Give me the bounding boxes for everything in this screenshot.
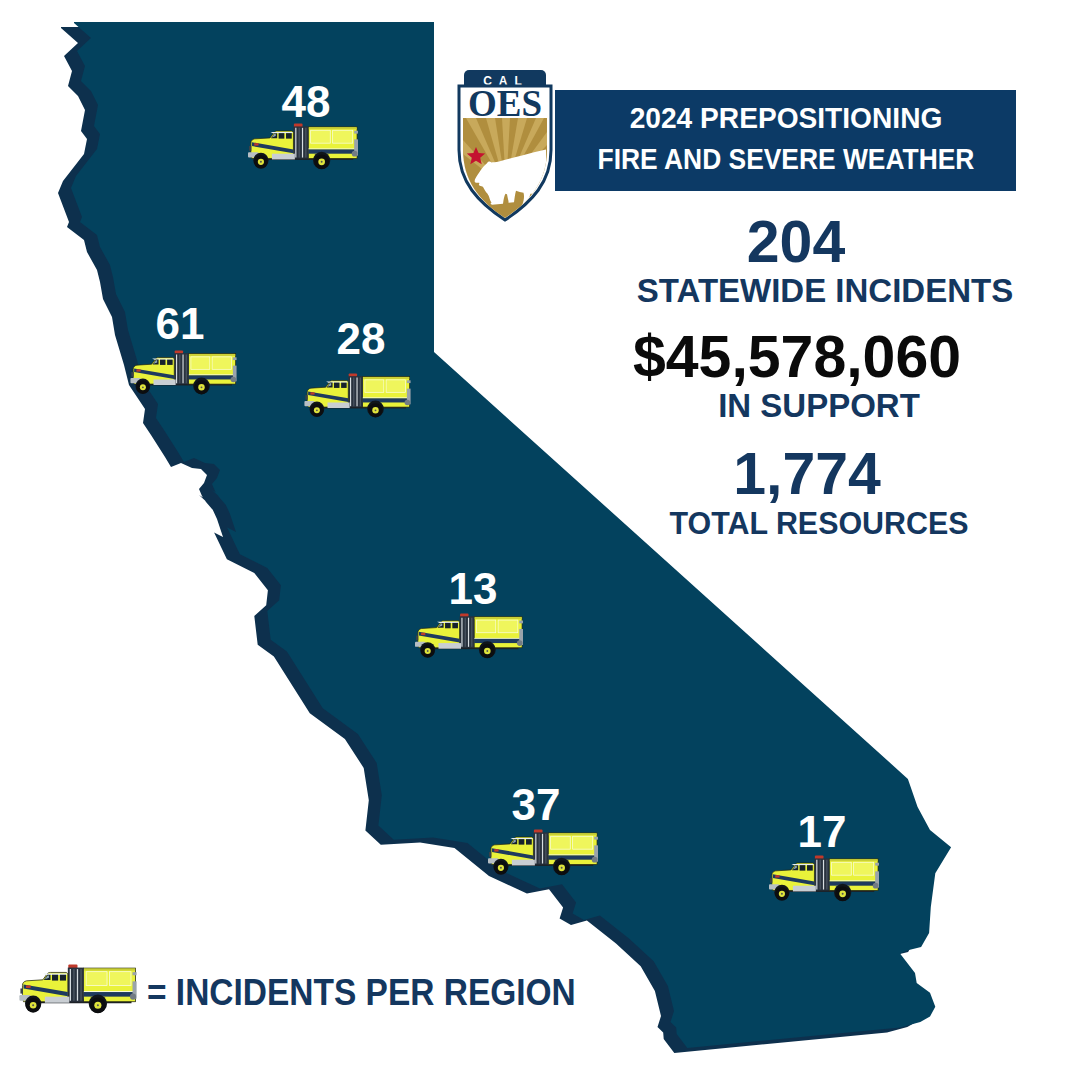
svg-text:OES: OES — [468, 83, 542, 124]
